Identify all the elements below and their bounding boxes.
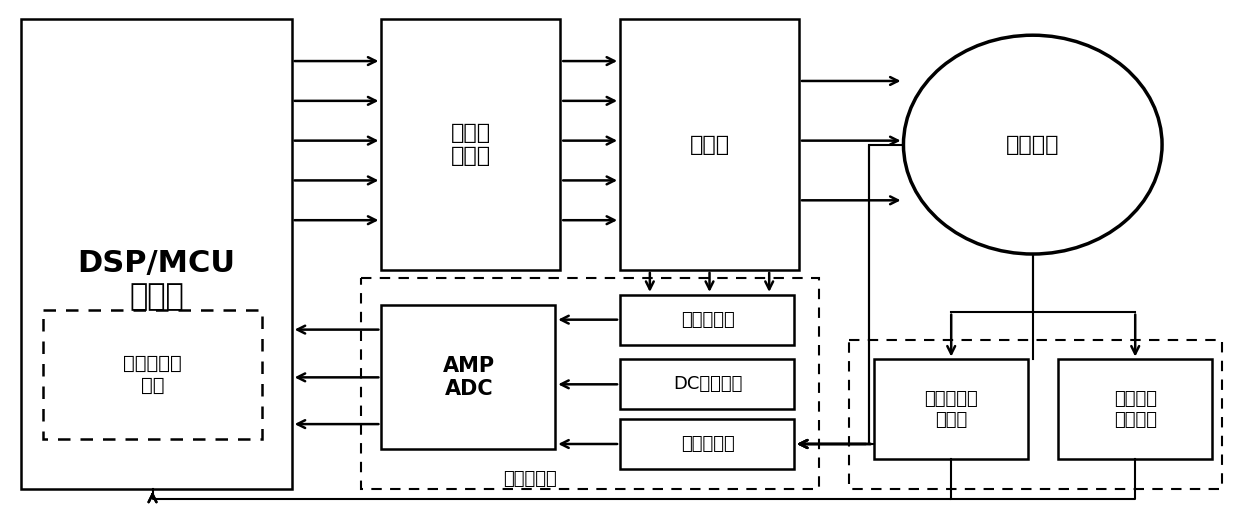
Bar bbox=[620, 295, 794, 345]
Text: 增量式位
置传感器: 增量式位 置传感器 bbox=[1114, 390, 1157, 429]
Text: DSP/MCU
处理器: DSP/MCU 处理器 bbox=[78, 249, 236, 311]
Text: 转动关节: 转动关节 bbox=[1006, 135, 1059, 155]
Bar bbox=[874, 360, 1028, 459]
Bar bbox=[361, 278, 818, 489]
Text: 隔离门
级驱动: 隔离门 级驱动 bbox=[451, 123, 491, 166]
Text: 反射内存卡
光纤: 反射内存卡 光纤 bbox=[123, 354, 182, 395]
Bar bbox=[620, 419, 794, 469]
Text: 模拟量反馈: 模拟量反馈 bbox=[503, 470, 557, 488]
Text: 电机相电流: 电机相电流 bbox=[681, 311, 734, 329]
Text: 力矩传感器: 力矩传感器 bbox=[681, 435, 734, 453]
Bar bbox=[43, 310, 262, 439]
Ellipse shape bbox=[904, 35, 1162, 254]
Text: 绝对式位置
传感器: 绝对式位置 传感器 bbox=[924, 390, 978, 429]
Text: 逆变桥: 逆变桥 bbox=[689, 135, 729, 155]
Bar bbox=[848, 340, 1221, 489]
Bar bbox=[620, 360, 794, 409]
Bar bbox=[381, 305, 556, 449]
Text: DC母线电压: DC母线电压 bbox=[673, 375, 743, 393]
Bar bbox=[21, 19, 291, 489]
Text: AMP
ADC: AMP ADC bbox=[443, 356, 495, 399]
Bar bbox=[620, 19, 799, 270]
Bar bbox=[381, 19, 560, 270]
Bar bbox=[1058, 360, 1211, 459]
